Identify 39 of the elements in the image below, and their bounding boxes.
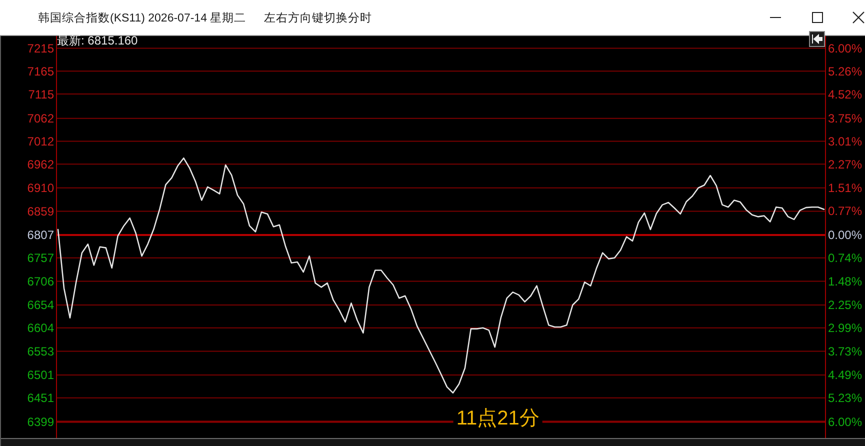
y-tick-label: 6501 xyxy=(27,368,54,382)
y2-tick-label: 6.00% xyxy=(828,414,862,429)
y2-tick-label: 2.99% xyxy=(828,321,862,336)
chart-subtitle: 左右方向键切换分时 xyxy=(264,10,372,24)
y2-tick-label: 2.27% xyxy=(828,158,862,172)
y-tick-label: 6451 xyxy=(27,391,54,406)
y2-tick-label: 4.52% xyxy=(828,88,862,102)
y2-tick-label: 1.48% xyxy=(828,274,862,288)
y-tick-label: 6399 xyxy=(27,414,54,429)
y2-tick-label: 4.49% xyxy=(828,368,862,382)
y-tick-label: 7012 xyxy=(27,134,54,148)
y2-tick-label: 0.77% xyxy=(828,204,862,218)
y2-tick-label: 3.01% xyxy=(828,134,862,149)
y-tick-label: 7165 xyxy=(27,64,54,78)
title-bar: 韩国综合指数(KS11) 2026-07-14 星期二 左右方向键切换分时 xyxy=(0,0,865,36)
y-tick-label: 7062 xyxy=(27,112,54,126)
y2-tick-label: 2.25% xyxy=(828,298,862,312)
y-tick-label: 6757 xyxy=(27,251,54,266)
y2-tick-label: 5.23% xyxy=(828,390,862,405)
annotation: 最新: 6815.160 xyxy=(57,34,138,48)
y-tick-label: 6654 xyxy=(27,298,54,312)
y-tick-label: 6604 xyxy=(27,321,54,336)
y-tick-label: 7215 xyxy=(27,42,54,56)
y-tick-label: 6807 xyxy=(27,228,54,242)
y2-tick-label: 0.00% xyxy=(828,228,862,242)
y2-tick-label: 5.26% xyxy=(828,64,862,79)
y2-tick-label: 6.00% xyxy=(828,42,862,56)
y-tick-label: 6962 xyxy=(27,157,54,172)
y2-tick-label: 3.75% xyxy=(828,112,862,126)
chart-title: 韩国综合指数(KS11) 2026-07-14 星期二 xyxy=(38,10,246,24)
y-tick-label: 6553 xyxy=(27,344,54,358)
y2-tick-label: 0.74% xyxy=(828,251,862,266)
y2-tick-label: 1.51% xyxy=(828,181,862,196)
y-tick-label: 6706 xyxy=(27,274,54,288)
y-tick-label: 6859 xyxy=(27,204,54,218)
y-tick-label: 7115 xyxy=(28,87,54,102)
y2-tick-label: 3.73% xyxy=(828,344,862,358)
y-tick-label: 6910 xyxy=(27,181,54,196)
annotation: 11点21分 xyxy=(453,406,542,430)
